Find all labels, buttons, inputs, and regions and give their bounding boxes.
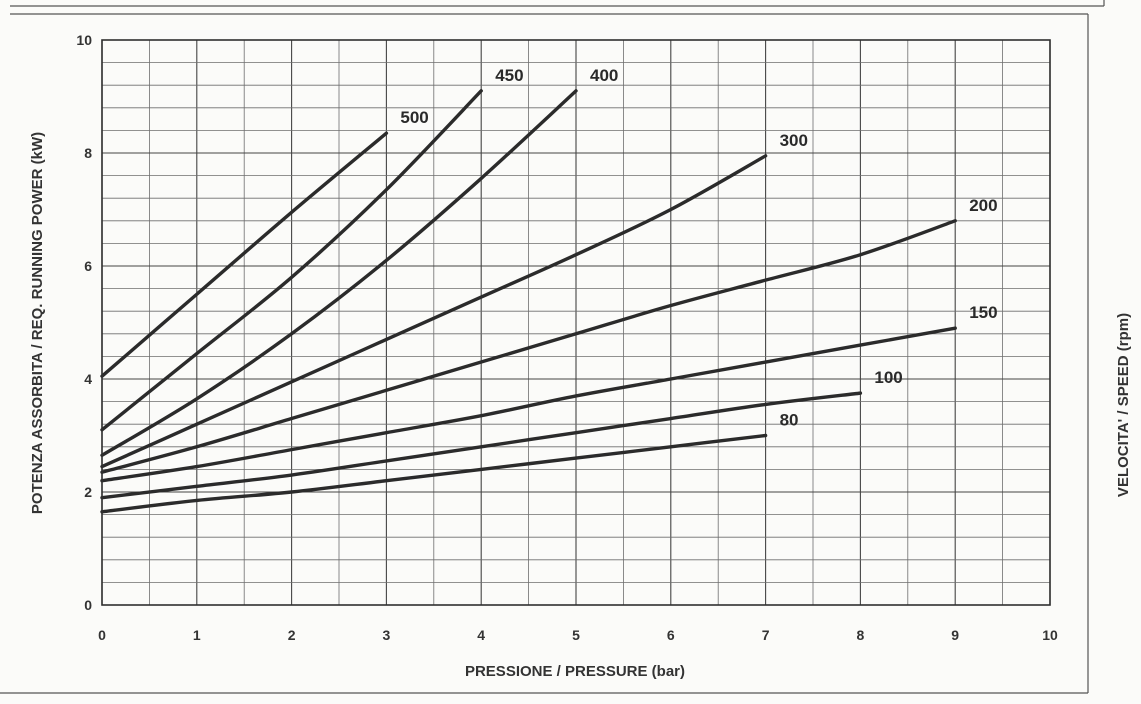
- speed-curve-400: [100, 89, 578, 457]
- speed-curves: [100, 89, 957, 514]
- speed-curve-500: [100, 131, 389, 378]
- x-tick-label: 10: [1042, 627, 1058, 643]
- speed-label-450: 450: [495, 66, 523, 85]
- plot-frame: [101, 39, 1051, 606]
- speed-label-150: 150: [969, 303, 997, 322]
- speed-label-400: 400: [590, 66, 618, 85]
- speed-label-100: 100: [874, 368, 902, 387]
- x-tick-label: 7: [762, 627, 770, 643]
- speed-curve-80: [100, 433, 768, 514]
- x-axis-title: PRESSIONE / PRESSURE (bar): [465, 663, 685, 680]
- speed-curve-200: [100, 219, 957, 474]
- y-tick-label: 6: [84, 258, 92, 274]
- y-axis-ticks: 0 2 4 6 8 10: [76, 32, 92, 613]
- x-tick-label: 8: [857, 627, 865, 643]
- speed-curve-150: [100, 326, 957, 483]
- x-tick-label: 5: [572, 627, 580, 643]
- x-tick-label: 1: [193, 627, 201, 643]
- x-tick-label: 4: [477, 627, 485, 643]
- y-tick-label: 4: [84, 371, 92, 387]
- secondary-axis-title: VELOCITA' / SPEED (rpm): [1115, 313, 1132, 497]
- y-tick-label: 0: [84, 597, 92, 613]
- x-axis-ticks: 0 1 2 3 4 5 6 7 8 9 10: [98, 627, 1058, 643]
- x-tick-label: 9: [951, 627, 959, 643]
- x-tick-label: 3: [383, 627, 391, 643]
- speed-curve-100: [100, 391, 863, 500]
- x-tick-label: 2: [288, 627, 296, 643]
- speed-curve-labels: 500 450 400 300 200 150 100 80: [400, 66, 997, 430]
- chart-grid: [101, 39, 1051, 606]
- y-axis-title: POTENZA ASSORBITA / REQ. RUNNING POWER (…: [29, 132, 46, 514]
- x-tick-label: 0: [98, 627, 106, 643]
- speed-label-500: 500: [400, 108, 428, 127]
- speed-curve-450: [100, 89, 483, 432]
- x-tick-label: 6: [667, 627, 675, 643]
- speed-label-300: 300: [780, 131, 808, 150]
- speed-label-200: 200: [969, 196, 997, 215]
- y-tick-label: 2: [84, 484, 92, 500]
- y-tick-label: 8: [84, 145, 92, 161]
- speed-label-80: 80: [780, 411, 799, 430]
- speed-curve-300: [100, 154, 768, 469]
- y-tick-label: 10: [76, 32, 92, 48]
